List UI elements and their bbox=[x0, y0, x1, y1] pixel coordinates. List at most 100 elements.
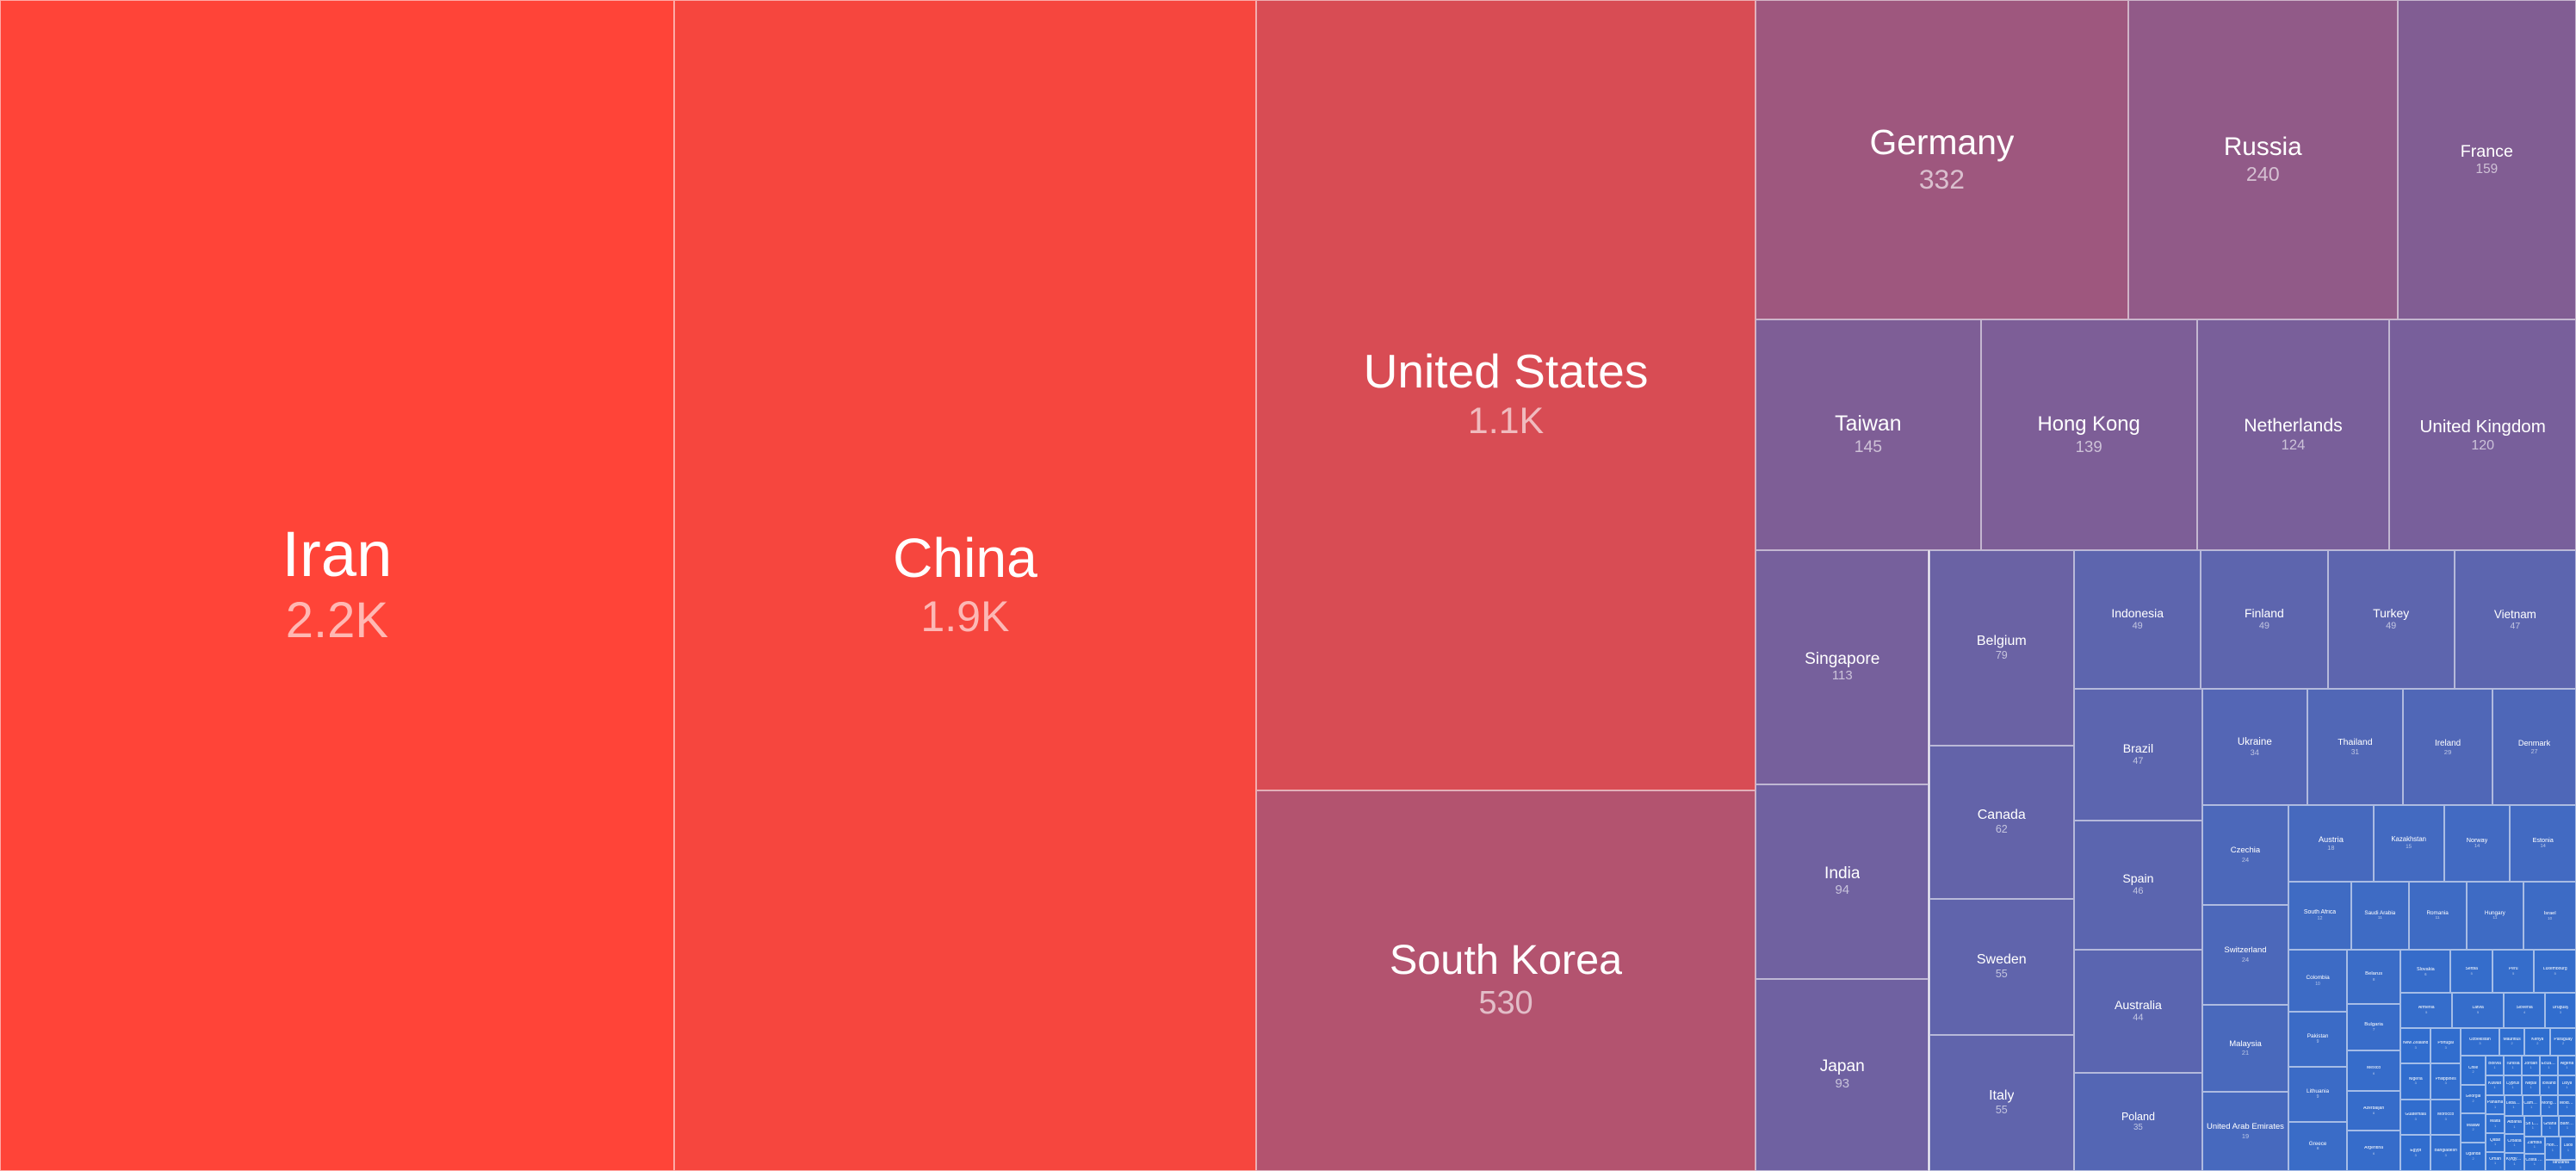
treemap-cell-croatia[interactable]: Croatia 1 bbox=[2505, 1134, 2524, 1153]
treemap-cell-uzbekistan[interactable]: Uzbekistan 3 bbox=[2461, 1027, 2499, 1056]
treemap-cell-oman[interactable]: Oman 1 bbox=[2486, 1152, 2505, 1171]
treemap-cell-united-kingdom[interactable]: United Kingdom 120 bbox=[2389, 319, 2576, 551]
treemap-cell-azerbaijan[interactable]: Azerbaijan 6 bbox=[2347, 1090, 2401, 1131]
treemap-cell-south-korea[interactable]: South Korea 530 bbox=[1255, 790, 1756, 1171]
treemap-cell-australia[interactable]: Australia 44 bbox=[2074, 949, 2202, 1074]
treemap-cell-chile[interactable]: Chile 2 bbox=[2461, 1056, 2486, 1085]
treemap-cell-egypt[interactable]: Egypt 3 bbox=[2400, 1135, 2431, 1171]
treemap-cell-ireland[interactable]: Ireland 29 bbox=[2403, 689, 2493, 806]
treemap-cell-guatemala[interactable]: Guatemala 3 bbox=[2400, 1099, 2431, 1136]
treemap-cell-georgia[interactable]: Georgia 2 bbox=[2461, 1084, 2486, 1114]
treemap-cell-kenya[interactable]: Kenya 2 bbox=[2524, 1027, 2551, 1056]
treemap-cell-malawi[interactable]: Malawi 2 bbox=[2461, 1113, 2486, 1143]
treemap-cell-bangladesh[interactable]: Bangladesh 3 bbox=[2430, 1135, 2461, 1171]
treemap-cell-thailand[interactable]: Thailand 31 bbox=[2307, 689, 2404, 806]
treemap-cell-kuwait[interactable]: Kuwait 1 bbox=[2486, 1075, 2505, 1096]
treemap-cell-ecuador[interactable]: Ecuador 1 bbox=[2540, 1056, 2558, 1076]
treemap-cell-cyprus[interactable]: Cyprus 1 bbox=[2504, 1075, 2523, 1096]
treemap-cell-armenia[interactable]: Armenia 5 bbox=[2400, 993, 2453, 1028]
treemap-cell-serbia[interactable]: Serbia 5 bbox=[2450, 950, 2492, 994]
treemap-cell-greece[interactable]: Greece 8 bbox=[2288, 1121, 2348, 1171]
treemap-cell-netherlands[interactable]: Netherlands 124 bbox=[2196, 319, 2390, 551]
treemap-cell-bahrain[interactable]: Bahrain 1 bbox=[2558, 1115, 2576, 1137]
treemap-cell-bolivia[interactable]: Bolivia 1 bbox=[2486, 1056, 2505, 1076]
treemap-cell-zambia[interactable]: Zambia 1 bbox=[2523, 1136, 2545, 1154]
treemap-cell-laos[interactable]: Laos 1 bbox=[2560, 1136, 2576, 1160]
treemap-cell-panama[interactable]: Panama 1 bbox=[2486, 1095, 2505, 1115]
treemap-cell-saudi-arabia[interactable]: Saudi Arabia 11 bbox=[2350, 881, 2409, 951]
treemap-cell-hong-kong[interactable]: Hong Kong 139 bbox=[1980, 319, 2197, 551]
treemap-cell-mexico[interactable]: Mexico 6 bbox=[2347, 1050, 2401, 1091]
treemap-cell-lebanon[interactable]: Lebanon 1 bbox=[2505, 1095, 2523, 1116]
treemap-cell-nepal[interactable]: Nepal 1 bbox=[2522, 1075, 2541, 1096]
treemap-cell-portugal[interactable]: Portugal 3 bbox=[2430, 1027, 2461, 1064]
treemap-cell-austria[interactable]: Austria 18 bbox=[2288, 805, 2374, 882]
treemap-cell-singapore[interactable]: Singapore 113 bbox=[1756, 550, 1929, 784]
treemap-cell-mauritius[interactable]: Mauritius 2 bbox=[2499, 1027, 2525, 1056]
treemap-cell-switzerland[interactable]: Switzerland 24 bbox=[2201, 905, 2289, 1005]
treemap-cell-tunisia[interactable]: Tunisia 1 bbox=[2504, 1056, 2523, 1076]
treemap-cell-kyrgyzstan[interactable]: Kyrgyzstan1 bbox=[2505, 1152, 2524, 1171]
treemap-cell-cambodia[interactable]: Cambodia1 bbox=[2522, 1095, 2541, 1116]
treemap-cell-germany[interactable]: Germany 332 bbox=[1756, 0, 2128, 320]
treemap-cell-argentina[interactable]: Argentina 6 bbox=[2347, 1131, 2401, 1171]
treemap-cell-latvia[interactable]: Latvia 5 bbox=[2452, 993, 2505, 1028]
treemap-cell-hungary[interactable]: Hungary 11 bbox=[2466, 881, 2524, 951]
treemap-cell-finland[interactable]: Finland 49 bbox=[2201, 550, 2328, 690]
treemap-cell-brazil[interactable]: Brazil 47 bbox=[2074, 689, 2202, 821]
treemap-cell-malaysia[interactable]: Malaysia 21 bbox=[2201, 1004, 2289, 1093]
treemap-cell-indonesia[interactable]: Indonesia 49 bbox=[2074, 550, 2201, 690]
treemap-cell-morocco[interactable]: Morocco 3 bbox=[2430, 1099, 2461, 1136]
treemap-cell-lithuania[interactable]: Lithuania 9 bbox=[2288, 1066, 2348, 1122]
treemap-cell-new-zealand[interactable]: New Zealand 3 bbox=[2400, 1027, 2431, 1064]
treemap-cell-costa-rica[interactable]: Costa Rica1 bbox=[2523, 1153, 2545, 1171]
treemap-cell-india[interactable]: India 94 bbox=[1756, 784, 1929, 979]
treemap-cell-romania[interactable]: Romania 11 bbox=[2408, 881, 2467, 951]
treemap-cell-honduras[interactable]: Honduras1 bbox=[2544, 1136, 2561, 1160]
treemap-cell-ghana[interactable]: Ghana 1 bbox=[2541, 1115, 2559, 1137]
treemap-cell-sri-lanka[interactable]: Sri Lanka1 bbox=[2523, 1115, 2542, 1137]
treemap-cell-turkey[interactable]: Turkey 49 bbox=[2327, 550, 2455, 690]
treemap-cell-united-arab-emirates[interactable]: United Arab Emirates 19 bbox=[2201, 1092, 2289, 1171]
treemap-cell-pakistan[interactable]: Pakistan 9 bbox=[2288, 1011, 2348, 1067]
treemap-cell-paraguay[interactable]: Paraguay 2 bbox=[2550, 1027, 2576, 1056]
treemap-cell-spain[interactable]: Spain 46 bbox=[2074, 821, 2202, 950]
treemap-cell-libya[interactable]: Libya 1 bbox=[2558, 1075, 2576, 1096]
treemap-cell-philippines[interactable]: Philippines 3 bbox=[2430, 1063, 2461, 1100]
treemap-cell-peru[interactable]: Peru 5 bbox=[2492, 950, 2535, 994]
treemap-cell-ukraine[interactable]: Ukraine 34 bbox=[2201, 689, 2307, 806]
treemap-cell-iran[interactable]: Iran 2.2K bbox=[0, 0, 674, 1171]
treemap-cell-israel[interactable]: Israel 10 bbox=[2523, 881, 2576, 951]
treemap-cell-japan[interactable]: Japan 93 bbox=[1756, 978, 1929, 1171]
treemap-cell-belarus[interactable]: Belarus 8 bbox=[2347, 950, 2401, 1004]
treemap-cell-uruguay[interactable]: Uruguay 3 bbox=[2545, 993, 2576, 1028]
treemap-cell-estonia[interactable]: Estonia 14 bbox=[2510, 805, 2576, 882]
treemap-cell-albania[interactable]: Albania 1 bbox=[2505, 1115, 2524, 1135]
treemap-cell-jordan[interactable]: Jordan 1 bbox=[2522, 1056, 2541, 1076]
treemap-cell-italy[interactable]: Italy 55 bbox=[1929, 1035, 2075, 1171]
treemap-cell-colombia[interactable]: Colombia 10 bbox=[2288, 950, 2348, 1012]
treemap-cell-united-states[interactable]: United States 1.1K bbox=[1255, 0, 1756, 790]
treemap-cell-bulgaria[interactable]: Bulgaria 7 bbox=[2347, 1003, 2401, 1051]
treemap-cell-canada[interactable]: Canada 62 bbox=[1929, 746, 2075, 900]
treemap-cell-czechia[interactable]: Czechia 24 bbox=[2201, 805, 2289, 906]
treemap-cell-denmark[interactable]: Denmark 27 bbox=[2492, 689, 2576, 806]
treemap-cell-iceland[interactable]: Iceland 1 bbox=[2540, 1075, 2558, 1096]
treemap-cell-uganda[interactable]: Uganda 2 bbox=[2461, 1142, 2486, 1171]
treemap-cell-france[interactable]: France 159 bbox=[2397, 0, 2576, 320]
treemap-cell-slovakia[interactable]: Slovakia 6 bbox=[2400, 950, 2451, 994]
treemap-cell-norway[interactable]: Norway 14 bbox=[2443, 805, 2511, 882]
treemap-cell-luxembourg[interactable]: Luxembourg 5 bbox=[2534, 950, 2576, 994]
treemap-cell-nigeria[interactable]: Nigeria 3 bbox=[2400, 1063, 2431, 1100]
treemap-cell-mongolia[interactable]: Mongolia1 bbox=[2540, 1095, 2559, 1116]
treemap-cell-poland[interactable]: Poland 35 bbox=[2074, 1073, 2202, 1171]
treemap-cell-taiwan[interactable]: Taiwan 145 bbox=[1756, 319, 1981, 551]
treemap-cell-south-africa[interactable]: South Africa 12 bbox=[2288, 881, 2351, 951]
treemap-cell-china[interactable]: China 1.9K bbox=[673, 0, 1256, 1171]
treemap-cell-algeria[interactable]: Algeria 1 bbox=[2558, 1056, 2576, 1076]
treemap-cell-kazakhstan[interactable]: Kazakhstan 15 bbox=[2373, 805, 2444, 882]
treemap-cell-qatar[interactable]: Qatar 1 bbox=[2486, 1133, 2505, 1153]
treemap-cell-belgium[interactable]: Belgium 79 bbox=[1929, 550, 2075, 747]
treemap-cell-slovenia[interactable]: Slovenia 4 bbox=[2504, 993, 2546, 1028]
treemap-cell-malta[interactable]: Malta 1 bbox=[2486, 1114, 2505, 1134]
